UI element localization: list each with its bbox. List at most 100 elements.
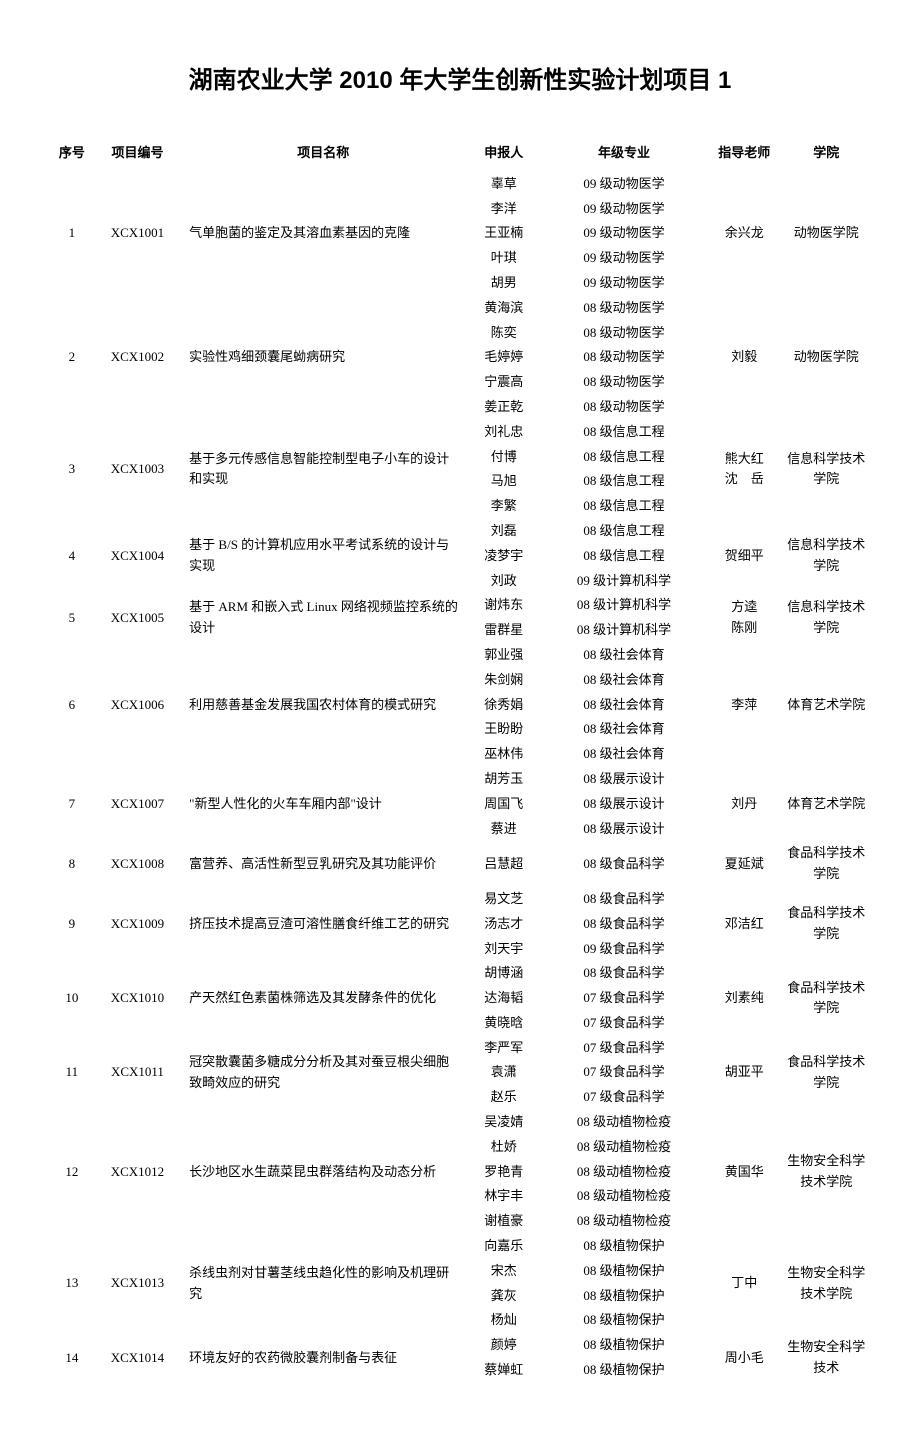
table-row: 5XCX1005基于 ARM 和嵌入式 Linux 网络视频监控系统的设计谢炜东…: [50, 593, 870, 618]
cell-seq: 4: [50, 519, 94, 593]
cell-college: 食品科学技术学院: [783, 841, 871, 887]
header-applicant: 申报人: [465, 135, 542, 172]
cell-teacher: 刘毅: [706, 296, 783, 420]
cell-applicant: 达海韬: [465, 986, 542, 1011]
cell-project-id: XCX1013: [94, 1234, 181, 1333]
cell-applicant: 胡芳玉: [465, 767, 542, 792]
cell-major: 08 级信息工程: [542, 469, 706, 494]
cell-major: 08 级展示设计: [542, 817, 706, 842]
cell-applicant: 谢植豪: [465, 1209, 542, 1234]
cell-major: 08 级展示设计: [542, 767, 706, 792]
cell-project-id: XCX1012: [94, 1110, 181, 1234]
cell-applicant: 凌梦宇: [465, 544, 542, 569]
cell-applicant: 吴凌婧: [465, 1110, 542, 1135]
cell-project-name: 利用慈善基金发展我国农村体育的模式研究: [181, 643, 465, 767]
cell-applicant: 胡博涵: [465, 961, 542, 986]
cell-teacher: 黄国华: [706, 1110, 783, 1234]
cell-applicant: 巫林伟: [465, 742, 542, 767]
cell-project-name: 环境友好的农药微胶囊剂制备与表征: [181, 1333, 465, 1383]
cell-applicant: 黄海滨: [465, 296, 542, 321]
table-row: 9XCX1009挤压技术提高豆渣可溶性膳食纤维工艺的研究易文芝08 级食品科学邓…: [50, 887, 870, 912]
cell-applicant: 刘天宇: [465, 937, 542, 962]
cell-applicant: 黄晓晗: [465, 1011, 542, 1036]
cell-seq: 11: [50, 1036, 94, 1110]
cell-major: 08 级植物保护: [542, 1333, 706, 1358]
cell-teacher: 方逵 陈刚: [706, 593, 783, 643]
cell-teacher: 胡亚平: [706, 1036, 783, 1110]
cell-teacher: 余兴龙: [706, 172, 783, 296]
cell-applicant: 林宇丰: [465, 1184, 542, 1209]
cell-teacher: 贺细平: [706, 519, 783, 593]
cell-major: 08 级植物保护: [542, 1358, 706, 1383]
cell-applicant: 龚灰: [465, 1284, 542, 1309]
cell-project-id: XCX1014: [94, 1333, 181, 1383]
cell-major: 08 级社会体育: [542, 643, 706, 668]
table-row: 12XCX1012长沙地区水生蔬菜昆虫群落结构及动态分析吴凌婧08 级动植物检疫…: [50, 1110, 870, 1135]
cell-major: 08 级植物保护: [542, 1284, 706, 1309]
cell-applicant: 杨灿: [465, 1308, 542, 1333]
cell-college: 体育艺术学院: [783, 767, 871, 841]
cell-project-id: XCX1009: [94, 887, 181, 961]
cell-major: 09 级动物医学: [542, 246, 706, 271]
cell-teacher: 邓洁红: [706, 887, 783, 961]
cell-major: 09 级动物医学: [542, 197, 706, 222]
cell-major: 08 级信息工程: [542, 420, 706, 445]
cell-major: 08 级动物医学: [542, 395, 706, 420]
table-row: 1XCX1001气单胞菌的鉴定及其溶血素基因的克隆辜草09 级动物医学余兴龙动物…: [50, 172, 870, 197]
cell-applicant: 朱剑娴: [465, 668, 542, 693]
cell-seq: 2: [50, 296, 94, 420]
table-row: 8XCX1008富营养、高活性新型豆乳研究及其功能评价吕慧超08 级食品科学夏延…: [50, 841, 870, 887]
header-project-name: 项目名称: [181, 135, 465, 172]
cell-applicant: 宋杰: [465, 1259, 542, 1284]
cell-project-name: 气单胞菌的鉴定及其溶血素基因的克隆: [181, 172, 465, 296]
cell-applicant: 赵乐: [465, 1085, 542, 1110]
cell-major: 09 级动物医学: [542, 172, 706, 197]
cell-major: 08 级计算机科学: [542, 593, 706, 618]
cell-major: 08 级食品科学: [542, 912, 706, 937]
cell-college: 信息科学技术学院: [783, 593, 871, 643]
cell-college: 食品科学技术学院: [783, 1036, 871, 1110]
cell-applicant: 李严军: [465, 1036, 542, 1061]
table-row: 4XCX1004基于 B/S 的计算机应用水平考试系统的设计与实现刘磊08 级信…: [50, 519, 870, 544]
cell-project-id: XCX1002: [94, 296, 181, 420]
cell-major: 08 级动植物检疫: [542, 1135, 706, 1160]
cell-major: 09 级计算机科学: [542, 569, 706, 594]
cell-project-name: 基于 ARM 和嵌入式 Linux 网络视频监控系统的设计: [181, 593, 465, 643]
cell-teacher: 李萍: [706, 643, 783, 767]
cell-college: 信息科学技术学院: [783, 519, 871, 593]
cell-teacher: 刘丹: [706, 767, 783, 841]
cell-applicant: 刘政: [465, 569, 542, 594]
cell-applicant: 李洋: [465, 197, 542, 222]
cell-major: 08 级信息工程: [542, 494, 706, 519]
cell-major: 08 级社会体育: [542, 742, 706, 767]
cell-project-name: 产天然红色素菌株筛选及其发酵条件的优化: [181, 961, 465, 1035]
cell-project-name: 基于多元传感信息智能控制型电子小车的设计和实现: [181, 420, 465, 519]
cell-major: 08 级信息工程: [542, 544, 706, 569]
cell-applicant: 谢炜东: [465, 593, 542, 618]
cell-major: 08 级植物保护: [542, 1308, 706, 1333]
cell-major: 09 级动物医学: [542, 221, 706, 246]
cell-project-name: 基于 B/S 的计算机应用水平考试系统的设计与实现: [181, 519, 465, 593]
cell-project-id: XCX1003: [94, 420, 181, 519]
cell-seq: 5: [50, 593, 94, 643]
cell-major: 08 级动植物检疫: [542, 1160, 706, 1185]
cell-major: 07 级食品科学: [542, 986, 706, 1011]
cell-applicant: 宁震高: [465, 370, 542, 395]
cell-project-id: XCX1007: [94, 767, 181, 841]
cell-major: 08 级计算机科学: [542, 618, 706, 643]
cell-applicant: 徐秀娟: [465, 693, 542, 718]
cell-major: 08 级动植物检疫: [542, 1184, 706, 1209]
cell-applicant: 付博: [465, 445, 542, 470]
cell-applicant: 陈奕: [465, 321, 542, 346]
cell-major: 08 级食品科学: [542, 961, 706, 986]
cell-applicant: 胡男: [465, 271, 542, 296]
table-row: 2XCX1002实验性鸡细颈囊尾蚴病研究黄海滨08 级动物医学刘毅动物医学院: [50, 296, 870, 321]
cell-seq: 8: [50, 841, 94, 887]
cell-major: 07 级食品科学: [542, 1085, 706, 1110]
cell-teacher: 刘素纯: [706, 961, 783, 1035]
cell-seq: 10: [50, 961, 94, 1035]
cell-applicant: 王亚楠: [465, 221, 542, 246]
cell-applicant: 马旭: [465, 469, 542, 494]
cell-major: 07 级食品科学: [542, 1036, 706, 1061]
cell-teacher: 夏延斌: [706, 841, 783, 887]
